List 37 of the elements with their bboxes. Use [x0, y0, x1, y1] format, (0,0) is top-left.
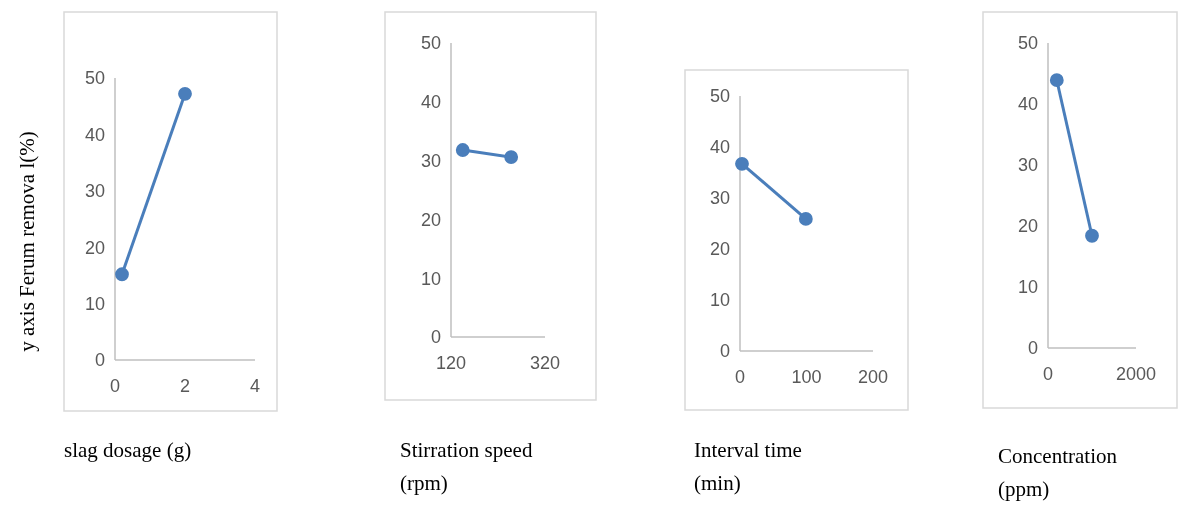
y-tick-label: 50: [1017, 33, 1038, 54]
y-tick-label: 20: [709, 239, 730, 260]
y-axis-title: y axis Ferum remova l(%): [15, 131, 39, 352]
y-tick-label: 0: [1027, 338, 1038, 359]
x-tick-label: 0: [109, 376, 121, 396]
x-tick-label: 2000: [1115, 364, 1157, 384]
y-tick-label: 50: [420, 33, 441, 54]
y-tick-label: 30: [420, 150, 441, 171]
x-tick-label: 4: [249, 376, 261, 396]
x-tick-label: 2: [179, 376, 191, 396]
y-tick-label: 20: [420, 209, 441, 230]
y-tick-label: 20: [84, 237, 105, 258]
y-tick-label: 20: [1017, 216, 1038, 237]
y-tick-label: 10: [1017, 277, 1038, 298]
y-tick-label: 40: [709, 137, 730, 158]
y-tick-label: 40: [84, 124, 105, 145]
y-tick-label: 40: [1017, 94, 1038, 115]
x-axis-title: Stirration speed (rpm): [400, 438, 533, 495]
y-tick-label: 10: [84, 293, 105, 314]
x-axis-title: slag dosage (g): [64, 438, 192, 462]
x-tick-label: 200: [857, 367, 889, 387]
x-tick-label: 0: [1042, 364, 1054, 384]
y-tick-label: 30: [709, 188, 730, 209]
x-axis-title: Concentration (ppm): [998, 444, 1118, 501]
y-tick-label: 30: [1017, 155, 1038, 176]
x-axis-title: Interval time (min): [694, 438, 802, 495]
x-tick-label: 120: [435, 353, 467, 373]
y-tick-label: 30: [84, 181, 105, 202]
y-tick-label: 10: [420, 268, 441, 289]
y-tick-label: 50: [709, 86, 730, 107]
x-tick-label: 320: [529, 353, 561, 373]
y-tick-label: 50: [84, 68, 105, 89]
x-tick-label: 0: [734, 367, 746, 387]
y-tick-label: 0: [430, 327, 441, 348]
x-tick-label: 100: [791, 367, 822, 387]
y-tick-label: 40: [420, 92, 441, 113]
y-tick-label: 10: [709, 290, 730, 311]
